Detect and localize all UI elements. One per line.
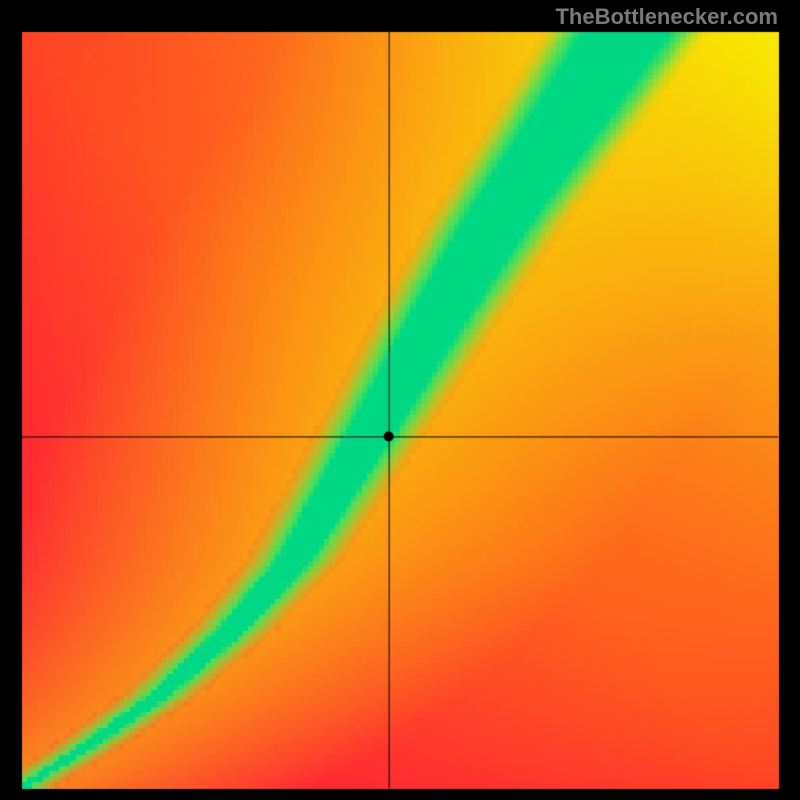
- watermark-text: TheBottlenecker.com: [555, 4, 778, 30]
- chart-container: TheBottlenecker.com: [0, 0, 800, 800]
- bottleneck-heatmap: [0, 0, 800, 800]
